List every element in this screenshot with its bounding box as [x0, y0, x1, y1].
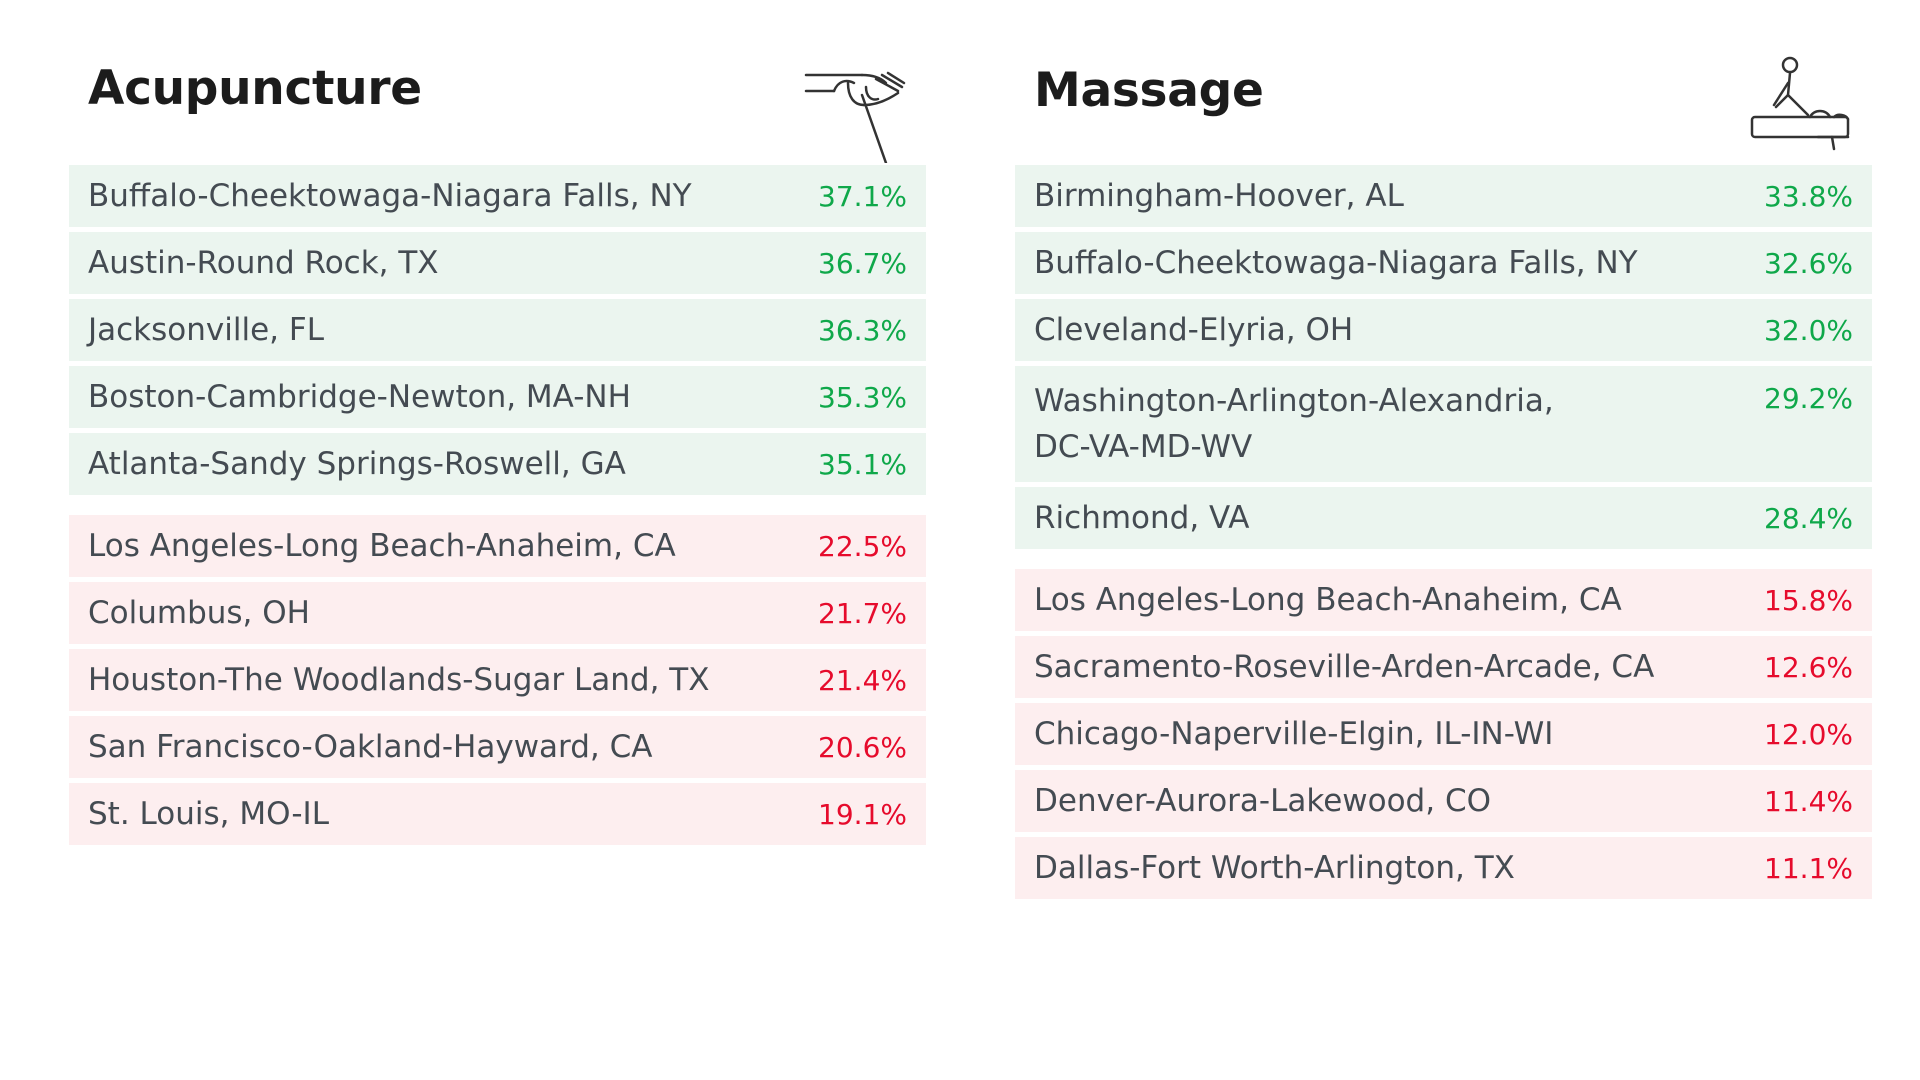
table-row: Los Angeles-Long Beach-Anaheim, CA 22.5%: [69, 515, 926, 577]
table-row: Cleveland-Elyria, OH 32.0%: [1015, 299, 1872, 361]
value-label: 36.7%: [818, 246, 907, 280]
massage-table: Birmingham-Hoover, AL 33.8% Buffalo-Cheekt…: [1015, 165, 1872, 904]
value-label: 37.1%: [818, 179, 907, 213]
city-label: Los Angeles-Long Beach-Anaheim, CA: [1034, 582, 1622, 618]
table-row: Dallas-Fort Worth-Arlington, TX 11.1%: [1015, 837, 1872, 899]
city-label: Buffalo-Cheektowaga-Niagara Falls, NY: [1034, 245, 1638, 281]
value-label: 29.2%: [1764, 382, 1853, 415]
value-label: 12.0%: [1764, 717, 1853, 751]
massage-title: Massage: [1034, 63, 1264, 118]
table-row: Denver-Aurora-Lakewood, CO 11.4%: [1015, 770, 1872, 832]
table-row: Buffalo-Cheektowaga-Niagara Falls, NY 37.…: [69, 165, 926, 227]
value-label: 33.8%: [1764, 179, 1853, 213]
table-row: Sacramento-Roseville-Arden-Arcade, CA 12.…: [1015, 636, 1872, 698]
massage-table-icon: [1748, 53, 1858, 167]
value-label: 11.4%: [1764, 784, 1853, 818]
table-row: Los Angeles-Long Beach-Anaheim, CA 15.8%: [1015, 569, 1872, 631]
city-label: Buffalo-Cheektowaga-Niagara Falls, NY: [88, 178, 692, 214]
value-label: 28.4%: [1764, 501, 1853, 535]
acupuncture-header: Acupuncture: [69, 45, 926, 165]
city-label: San Francisco-Oakland-Hayward, CA: [88, 729, 653, 765]
value-label: 15.8%: [1764, 583, 1853, 617]
value-label: 35.3%: [818, 380, 907, 414]
value-label: 19.1%: [818, 797, 907, 831]
table-row: Austin-Round Rock, TX 36.7%: [69, 232, 926, 294]
value-label: 12.6%: [1764, 650, 1853, 684]
city-label: Boston-Cambridge-Newton, MA-NH: [88, 379, 631, 415]
city-label: St. Louis, MO-IL: [88, 796, 329, 832]
table-row: Boston-Cambridge-Newton, MA-NH 35.3%: [69, 366, 926, 428]
value-label: 32.0%: [1764, 313, 1853, 347]
city-label: Chicago-Naperville-Elgin, IL-IN-WI: [1034, 716, 1554, 752]
acupuncture-table: Buffalo-Cheektowaga-Niagara Falls, NY 37.…: [69, 165, 926, 850]
value-label: 20.6%: [818, 730, 907, 764]
table-row: St. Louis, MO-IL 19.1%: [69, 783, 926, 845]
group-divider: [69, 500, 926, 515]
table-row: Houston-The Woodlands-Sugar Land, TX 21.4…: [69, 649, 926, 711]
city-label: Jacksonville, FL: [88, 312, 324, 348]
value-label: 21.4%: [818, 663, 907, 697]
value-label: 35.1%: [818, 447, 907, 481]
city-label: Atlanta-Sandy Springs-Roswell, GA: [88, 446, 626, 482]
city-label: Washington-Arlington-Alexandria, DC-VA-M…: [1034, 383, 1554, 465]
table-row: Washington-Arlington-Alexandria, DC-VA-M…: [1015, 366, 1872, 482]
city-label: Houston-The Woodlands-Sugar Land, TX: [88, 662, 710, 698]
table-row: Birmingham-Hoover, AL 33.8%: [1015, 165, 1872, 227]
table-row: Jacksonville, FL 36.3%: [69, 299, 926, 361]
acupuncture-hand-needle-icon: [802, 53, 912, 167]
city-label: Dallas-Fort Worth-Arlington, TX: [1034, 850, 1515, 886]
city-label: Birmingham-Hoover, AL: [1034, 178, 1404, 214]
table-row: San Francisco-Oakland-Hayward, CA 20.6%: [69, 716, 926, 778]
acupuncture-title: Acupuncture: [88, 61, 422, 116]
table-row: Chicago-Naperville-Elgin, IL-IN-WI 12.0%: [1015, 703, 1872, 765]
value-label: 11.1%: [1764, 851, 1853, 885]
value-label: 22.5%: [818, 529, 907, 563]
city-label: Richmond, VA: [1034, 500, 1250, 536]
value-label: 32.6%: [1764, 246, 1853, 280]
acupuncture-panel: Acupuncture Buffalo-Cheektowaga-Niagara …: [69, 45, 926, 850]
massage-panel: Massage Birmingham-Hoover, AL 33.8% Buffal…: [1015, 45, 1872, 904]
table-row: Atlanta-Sandy Springs-Roswell, GA 35.1%: [69, 433, 926, 495]
table-row: Columbus, OH 21.7%: [69, 582, 926, 644]
group-divider: [1015, 554, 1872, 569]
city-label: Austin-Round Rock, TX: [88, 245, 439, 281]
city-label: Los Angeles-Long Beach-Anaheim, CA: [88, 528, 676, 564]
city-label: Cleveland-Elyria, OH: [1034, 312, 1354, 348]
value-label: 36.3%: [818, 313, 907, 347]
value-label: 21.7%: [818, 596, 907, 630]
city-label: Columbus, OH: [88, 595, 310, 631]
table-row: Richmond, VA 28.4%: [1015, 487, 1872, 549]
city-label: Denver-Aurora-Lakewood, CO: [1034, 783, 1491, 819]
table-row: Buffalo-Cheektowaga-Niagara Falls, NY 32.…: [1015, 232, 1872, 294]
massage-header: Massage: [1015, 45, 1872, 165]
city-label: Sacramento-Roseville-Arden-Arcade, CA: [1034, 649, 1655, 685]
